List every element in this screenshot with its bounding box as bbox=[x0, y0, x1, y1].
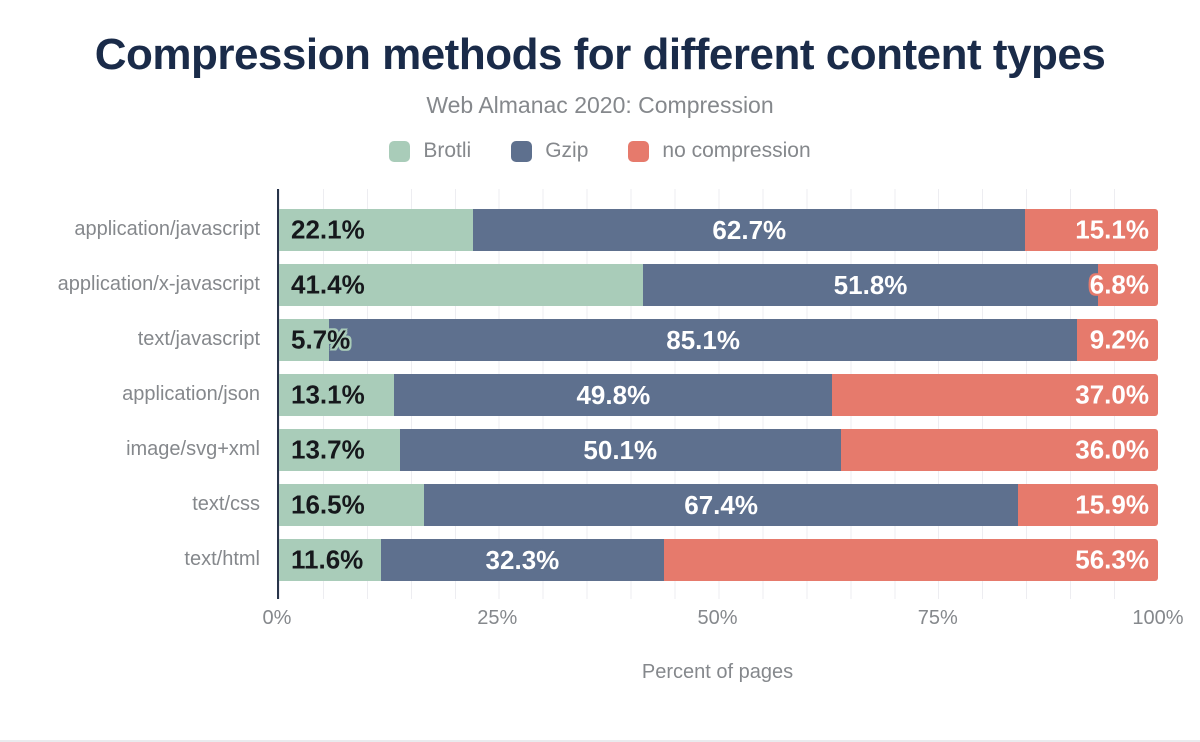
legend-swatch-icon bbox=[511, 140, 533, 162]
value-label-no-compression: 36.0% bbox=[1075, 434, 1149, 465]
value-label-brotli: 22.1% bbox=[291, 214, 365, 245]
bar-segment-brotli bbox=[279, 429, 400, 471]
legend-label: Brotli bbox=[423, 139, 472, 162]
bar-row: 50.1% 13.7% 36.0% bbox=[279, 429, 1158, 471]
category-label: text/html bbox=[0, 539, 260, 581]
chart-subtitle: Web Almanac 2020: Compression bbox=[426, 92, 774, 118]
x-tick-label: 75% bbox=[917, 607, 958, 629]
bar-segment-no-compression bbox=[1098, 264, 1158, 306]
category-label: application/x-javascript bbox=[0, 264, 260, 306]
bar-segment-gzip: 85.1% bbox=[329, 319, 1078, 361]
value-label-no-compression: 9.2% bbox=[1089, 324, 1149, 355]
bar-segment-no-compression bbox=[840, 429, 1158, 471]
chart-title: Compression methods for different conten… bbox=[94, 30, 1106, 79]
bar-segment-brotli bbox=[279, 539, 381, 581]
bar-row: 67.4% 16.5% 15.9% bbox=[279, 484, 1158, 526]
bar-segment-gzip: 50.1% bbox=[399, 429, 841, 471]
value-label-gzip: 62.7% bbox=[712, 214, 787, 245]
value-label-brotli: 41.4% bbox=[291, 269, 365, 300]
value-label-gzip: 50.1% bbox=[583, 434, 658, 465]
bar-segment-gzip: 67.4% bbox=[424, 484, 1018, 526]
category-label-text: text/javascript bbox=[137, 328, 260, 351]
value-label-gzip: 49.8% bbox=[576, 379, 651, 410]
value-label-no-compression: 15.9% bbox=[1075, 489, 1149, 520]
bar-rows: 62.7% 22.1% 15.1% 51.8% 41.4% 6.8% 85.1% 5.7% 9.… bbox=[279, 209, 1158, 581]
value-label-no-compression: 15.1% bbox=[1075, 214, 1149, 245]
category-label: application/json bbox=[0, 374, 260, 416]
bar-row: 62.7% 22.1% 15.1% bbox=[279, 209, 1158, 251]
category-labels: application/javascript application/x-java… bbox=[0, 189, 277, 599]
legend-item-brotli: Brotli bbox=[389, 139, 471, 163]
value-label-brotli: 16.5% bbox=[291, 489, 365, 520]
bar-row: 49.8% 13.1% 37.0% bbox=[279, 374, 1158, 416]
legend-swatch-icon bbox=[389, 140, 411, 162]
value-label-gzip: 51.8% bbox=[833, 269, 908, 300]
bar-segment-gzip: 51.8% bbox=[642, 264, 1099, 306]
bar-row: 32.3% 11.6% 56.3% bbox=[279, 539, 1158, 581]
plot-area: 62.7% 22.1% 15.1% 51.8% 41.4% 6.8% 85.1% 5.7% 9.… bbox=[277, 189, 1158, 599]
category-label-text: application/javascript bbox=[74, 218, 260, 241]
bar-row: 85.1% 5.7% 9.2% bbox=[279, 319, 1158, 361]
bar-row: 51.8% 41.4% 6.8% bbox=[279, 264, 1158, 306]
value-label-brotli: 11.6% bbox=[291, 544, 364, 575]
x-tick-label: 0% bbox=[262, 607, 292, 629]
bar-segment-gzip: 49.8% bbox=[394, 374, 833, 416]
legend-label: Gzip bbox=[545, 139, 589, 162]
legend-swatch-icon bbox=[628, 140, 650, 162]
value-label-gzip: 67.4% bbox=[684, 489, 758, 520]
bar-segment-no-compression bbox=[664, 539, 1158, 581]
x-tick-label: 50% bbox=[697, 607, 738, 629]
legend-item-no-compression: no compression bbox=[628, 139, 811, 163]
bar-segment-gzip: 32.3% bbox=[380, 539, 665, 581]
bar-segment-no-compression bbox=[1025, 209, 1158, 251]
category-label: application/javascript bbox=[0, 209, 260, 251]
bar-segment-no-compression bbox=[1017, 484, 1158, 526]
category-label: image/svg+xml bbox=[0, 429, 260, 471]
legend-label: no compression bbox=[662, 139, 811, 162]
category-label-text: application/json bbox=[122, 383, 260, 406]
bar-segment-gzip: 62.7% bbox=[473, 209, 1026, 251]
category-label-text: text/html bbox=[184, 548, 260, 571]
value-label-brotli: 13.7% bbox=[291, 434, 365, 465]
bar-segment-brotli bbox=[279, 264, 643, 306]
value-label-brotli: 5.7% bbox=[291, 324, 351, 355]
value-label-no-compression: 6.8% bbox=[1089, 269, 1149, 300]
value-label-no-compression: 37.0% bbox=[1075, 379, 1149, 410]
category-label-text: application/x-javascript bbox=[57, 273, 260, 296]
x-tick-label: 25% bbox=[477, 607, 518, 629]
bar-segment-no-compression bbox=[832, 374, 1158, 416]
x-axis-title: Percent of pages bbox=[641, 661, 794, 683]
value-label-no-compression: 56.3% bbox=[1075, 544, 1149, 575]
value-label-gzip: 32.3% bbox=[485, 544, 560, 575]
bar-segment-brotli bbox=[279, 319, 330, 361]
category-label: text/javascript bbox=[0, 319, 260, 361]
chart-area: application/javascript application/x-java… bbox=[0, 189, 1200, 599]
bar-segment-brotli bbox=[279, 209, 474, 251]
category-label-text: image/svg+xml bbox=[126, 438, 260, 461]
bar-segment-no-compression bbox=[1077, 319, 1158, 361]
category-label-text: text/css bbox=[192, 493, 260, 516]
bar-segment-brotli bbox=[279, 484, 425, 526]
bar-segment-brotli bbox=[279, 374, 395, 416]
x-tick-label: 100% bbox=[1132, 607, 1184, 629]
category-label: text/css bbox=[0, 484, 260, 526]
legend: Brotli Gzip no compression bbox=[0, 139, 1200, 163]
value-label-gzip: 85.1% bbox=[666, 324, 740, 355]
x-axis-ticks: 0% 25% 50% 75% 100% bbox=[263, 607, 1184, 633]
legend-item-gzip: Gzip bbox=[511, 139, 588, 163]
value-label-brotli: 13.1% bbox=[291, 379, 365, 410]
